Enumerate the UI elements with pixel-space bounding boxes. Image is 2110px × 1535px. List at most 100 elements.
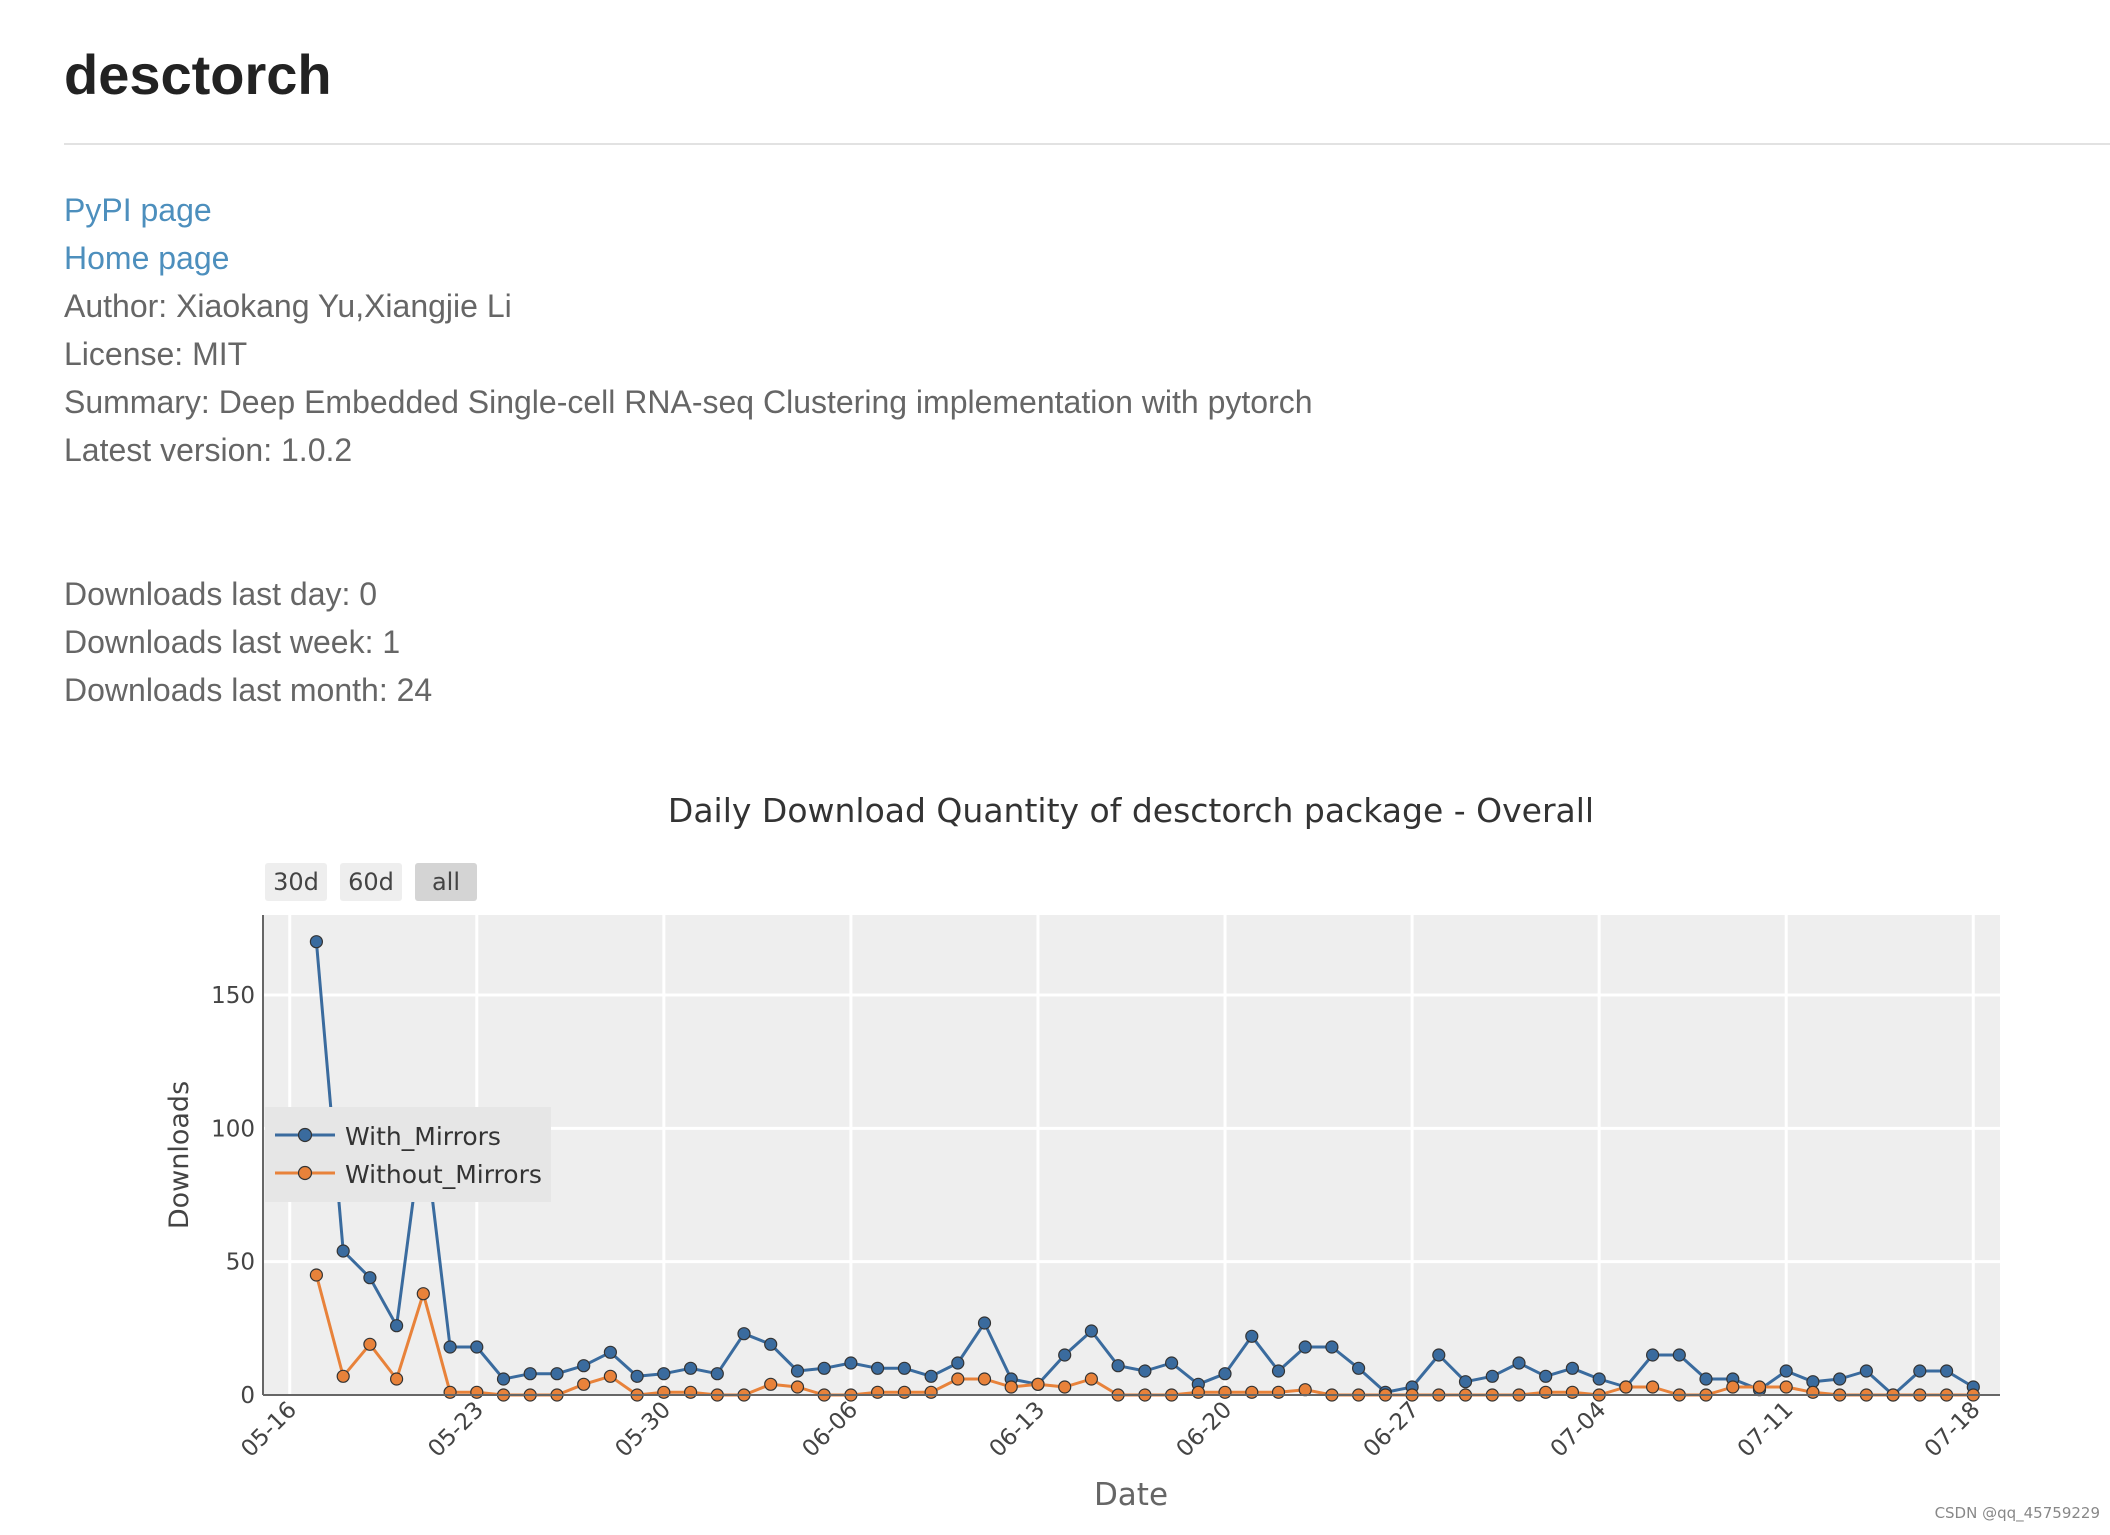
data-point (1645, 1380, 1660, 1394)
data-point (1058, 1380, 1072, 1394)
data-point (1913, 1364, 1927, 1378)
x-tick-label: 05-23 (423, 1397, 489, 1463)
data-point (309, 1268, 323, 1282)
data-point (1806, 1385, 1820, 1399)
data-point (1432, 1348, 1446, 1362)
y-tick-label: 50 (226, 1250, 255, 1276)
data-point (1619, 1380, 1633, 1394)
data-point (1245, 1329, 1259, 1343)
data-point (737, 1327, 751, 1341)
data-point (309, 935, 323, 949)
data-point (790, 1380, 805, 1394)
y-tick-label: 100 (211, 1116, 255, 1142)
data-point (336, 1369, 350, 1383)
download-stats: Downloads last day: 0 Downloads last wee… (64, 570, 432, 714)
data-point (1458, 1375, 1473, 1389)
data-point (657, 1385, 671, 1399)
data-point (1672, 1348, 1686, 1362)
data-point (683, 1385, 698, 1399)
data-point (870, 1385, 885, 1399)
chart-legend: With_Mirrors Without_Mirrors (265, 1107, 551, 1202)
package-info: PyPI page Home page Author: Xiaokang Yu,… (64, 186, 1313, 474)
data-point (523, 1367, 537, 1381)
watermark: CSDN @qq_45759229 (1934, 1504, 2100, 1522)
data-point (1271, 1385, 1286, 1399)
x-tick-label: 05-30 (610, 1397, 676, 1463)
data-point (870, 1361, 885, 1375)
data-point (470, 1340, 484, 1354)
pypi-page-link[interactable]: PyPI page (64, 192, 212, 228)
data-point (1833, 1372, 1847, 1386)
data-point (1058, 1348, 1072, 1362)
download-chart: Daily Download Quantity of desctorch pac… (0, 770, 2110, 1530)
data-point (1218, 1367, 1232, 1381)
page-title: desctorch (64, 43, 332, 106)
data-point (496, 1372, 511, 1386)
x-tick-label: 07-04 (1546, 1397, 1612, 1463)
data-point (390, 1372, 404, 1386)
data-point (1218, 1385, 1232, 1399)
range-button-label: 30d (273, 868, 319, 896)
data-point (577, 1377, 591, 1391)
series-layer (309, 935, 1980, 1402)
data-point (1031, 1377, 1045, 1391)
range-button-all[interactable]: all (415, 863, 477, 901)
data-point (336, 1244, 350, 1258)
home-page-link[interactable]: Home page (64, 240, 230, 276)
data-point (1565, 1385, 1580, 1399)
data-point (1752, 1380, 1767, 1394)
author-text: Author: Xiaokang Yu,Xiangjie Li (64, 288, 512, 324)
data-point (1645, 1348, 1660, 1362)
y-tick-label: 150 (211, 983, 255, 1009)
data-point (897, 1361, 912, 1375)
data-point (657, 1367, 671, 1381)
data-point (1726, 1380, 1740, 1394)
data-point (897, 1385, 912, 1399)
data-point (1245, 1385, 1259, 1399)
data-point (710, 1367, 724, 1381)
data-point (416, 1287, 430, 1301)
download-chart-svg: Daily Download Quantity of desctorch pac… (164, 791, 2000, 1513)
data-point (951, 1372, 965, 1386)
data-point (844, 1356, 858, 1370)
data-point (443, 1340, 457, 1354)
data-point (1271, 1364, 1286, 1378)
legend-label-without-mirrors: Without_Mirrors (345, 1160, 542, 1189)
data-point (817, 1361, 831, 1375)
data-point (390, 1319, 404, 1333)
data-point (1485, 1369, 1499, 1383)
x-tick-label: 06-06 (797, 1397, 863, 1463)
data-point (977, 1372, 992, 1386)
data-point (1592, 1372, 1606, 1386)
data-point (1084, 1372, 1099, 1386)
data-point (603, 1369, 618, 1383)
y-tick-labels: 0 50 100 150 (211, 983, 255, 1409)
summary-text: Summary: Deep Embedded Single-cell RNA-s… (64, 384, 1313, 420)
downloads-last-month: Downloads last month: 24 (64, 672, 433, 708)
range-button-60d[interactable]: 60d (340, 863, 402, 901)
data-point (1298, 1383, 1312, 1397)
data-point (1084, 1324, 1099, 1338)
data-point (1004, 1380, 1018, 1394)
data-point (363, 1271, 377, 1285)
range-button-label: all (432, 868, 460, 896)
data-point (790, 1364, 805, 1378)
chart-title: Daily Download Quantity of desctorch pac… (668, 791, 1594, 830)
x-tick-label: 07-11 (1733, 1397, 1799, 1463)
range-button-30d[interactable]: 30d (265, 863, 327, 901)
x-axis-label: Date (1094, 1477, 1168, 1513)
data-point (630, 1369, 644, 1383)
header-divider (64, 143, 2110, 145)
data-point (1539, 1385, 1553, 1399)
x-tick-labels: 05-16 05-23 05-30 06-06 06-13 06-20 06-27 07-04… (236, 1397, 1985, 1463)
data-point (577, 1359, 591, 1373)
data-point (1164, 1356, 1179, 1370)
version-text: Latest version: 1.0.2 (64, 432, 353, 468)
data-point (764, 1337, 778, 1351)
downloads-last-week: Downloads last week: 1 (64, 624, 401, 660)
y-axis-label: Downloads (164, 1081, 195, 1229)
downloads-last-day: Downloads last day: 0 (64, 576, 378, 612)
data-point (1565, 1361, 1580, 1375)
data-point (1298, 1340, 1312, 1354)
data-point (363, 1337, 377, 1351)
